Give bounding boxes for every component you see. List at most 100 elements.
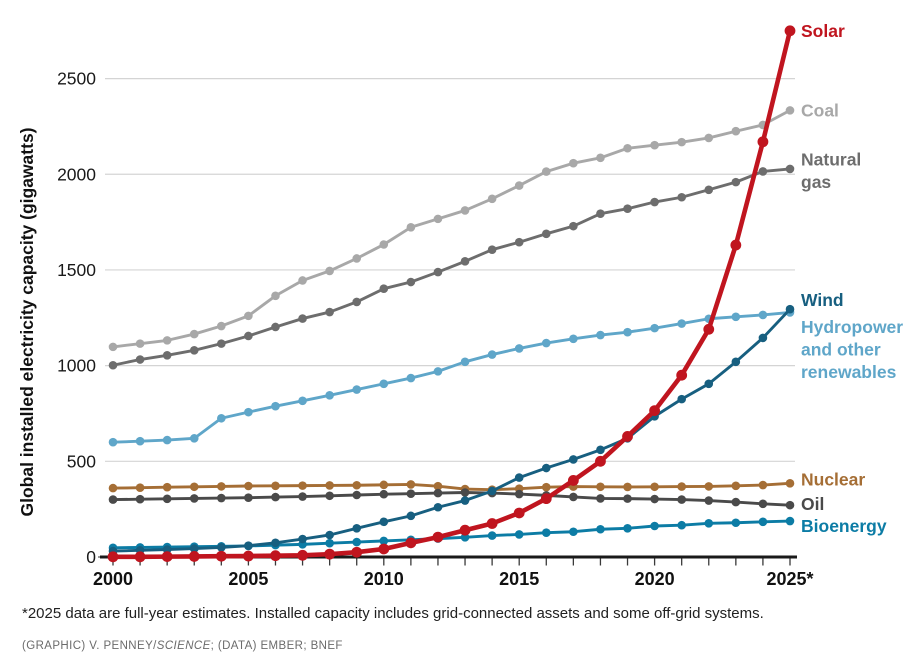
data-point [161,551,173,563]
series-coal [108,106,795,352]
data-point [758,310,768,320]
data-point [623,494,632,503]
data-point [433,502,443,512]
data-point [623,204,632,214]
series-label: and other [801,339,881,359]
series-label: Hydropower [801,317,903,337]
data-point [433,267,443,277]
data-point [514,530,524,539]
series-line [111,481,792,492]
data-point [757,136,769,148]
data-point [217,413,226,423]
data-point [650,521,659,531]
series-label: renewables [801,362,897,382]
data-point [677,319,686,328]
data-point [244,331,253,341]
credit-publication: SCIENCE [156,640,211,652]
data-point [352,490,362,500]
data-point [298,314,307,323]
data-point [785,516,795,526]
series-label: gas [801,172,831,192]
data-point [595,455,606,467]
data-point [704,519,714,528]
data-point [785,106,795,115]
data-point [569,492,578,502]
data-point [244,311,253,321]
data-point [433,488,443,498]
data-point [460,257,470,266]
data-point [704,379,714,389]
data-point [784,25,796,37]
data-point [379,480,389,490]
x-tick-label: 2015 [499,569,539,589]
data-point [596,330,605,340]
data-point [244,493,253,502]
data-point [541,463,551,473]
y-tick-label: 0 [86,547,96,567]
data-point [731,481,741,491]
data-point [406,480,416,489]
data-point [460,488,470,497]
data-point [325,530,334,540]
data-point [379,379,389,389]
data-point [271,322,280,332]
data-point [271,291,280,301]
series-line [111,108,792,349]
data-point [297,549,308,561]
data-point [758,499,768,509]
data-point [162,435,172,445]
data-point [460,357,470,367]
data-point [785,479,795,488]
data-point [622,431,633,442]
data-point [379,536,389,546]
data-point [379,240,389,249]
data-point [541,528,551,537]
data-point [217,321,226,331]
data-point [244,541,253,551]
data-point [514,473,524,482]
data-point [541,482,551,492]
data-point [298,534,307,544]
data-point [351,546,363,558]
data-point [162,482,172,492]
data-point [325,491,334,501]
data-point [541,338,551,348]
data-point [352,385,362,394]
data-point [108,483,118,493]
data-point [406,373,416,383]
data-point [514,344,524,353]
data-point [569,455,578,464]
data-point [108,360,118,370]
series-label: Nuclear [801,469,865,489]
data-point [433,214,443,224]
data-point [650,482,659,492]
data-point [324,548,336,560]
y-axis-title: Global installed electricity capacity (g… [17,127,37,516]
data-point [215,550,227,562]
data-point [325,391,334,400]
gridlines: 0 500 1000 1500 2000 2500 [57,69,795,567]
data-point [379,489,389,499]
data-point [596,524,605,534]
data-point [379,517,389,527]
data-point [162,494,172,504]
data-point [271,481,280,491]
data-point [596,482,605,492]
data-point [569,527,578,537]
data-point [677,482,686,491]
data-point [569,158,578,168]
data-point [352,480,362,490]
series-wind [108,304,795,556]
y-tick-label: 2500 [57,69,96,89]
data-point [189,346,199,355]
data-point [298,276,307,285]
data-point [758,333,768,343]
data-point [460,206,470,215]
data-point [650,140,659,150]
data-point [405,537,417,549]
footnote: *2025 data are full-year estimates. Inst… [22,605,764,622]
data-point [188,551,200,562]
series-solar [107,25,796,563]
data-point [731,312,741,322]
